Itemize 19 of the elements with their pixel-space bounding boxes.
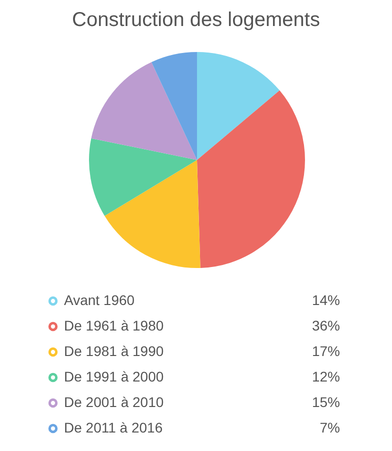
- data-label: 36%: [312, 318, 340, 334]
- legend-label: De 1991 à 2000: [64, 368, 164, 384]
- pie-slice: [91, 62, 197, 160]
- data-label: 15%: [312, 394, 340, 410]
- pie-slice: [104, 160, 200, 268]
- data-label: 14%: [312, 292, 340, 308]
- legend-label: De 1981 à 1990: [64, 343, 164, 359]
- pie-slice: [89, 138, 197, 216]
- legend-label: De 2001 à 2010: [64, 394, 164, 410]
- legend-label: De 1961 à 1980: [64, 318, 164, 334]
- legend-label: Avant 1960: [64, 292, 135, 308]
- legend-label: De 2011 à 2016: [64, 420, 163, 436]
- data-label: 12%: [312, 368, 340, 384]
- data-label: 7%: [320, 420, 340, 436]
- chart-title: Construction des logements: [72, 9, 320, 31]
- pie-slice: [197, 90, 305, 268]
- data-label: 17%: [312, 343, 340, 359]
- pie-slice: [151, 52, 197, 160]
- pie-slice: [197, 52, 280, 160]
